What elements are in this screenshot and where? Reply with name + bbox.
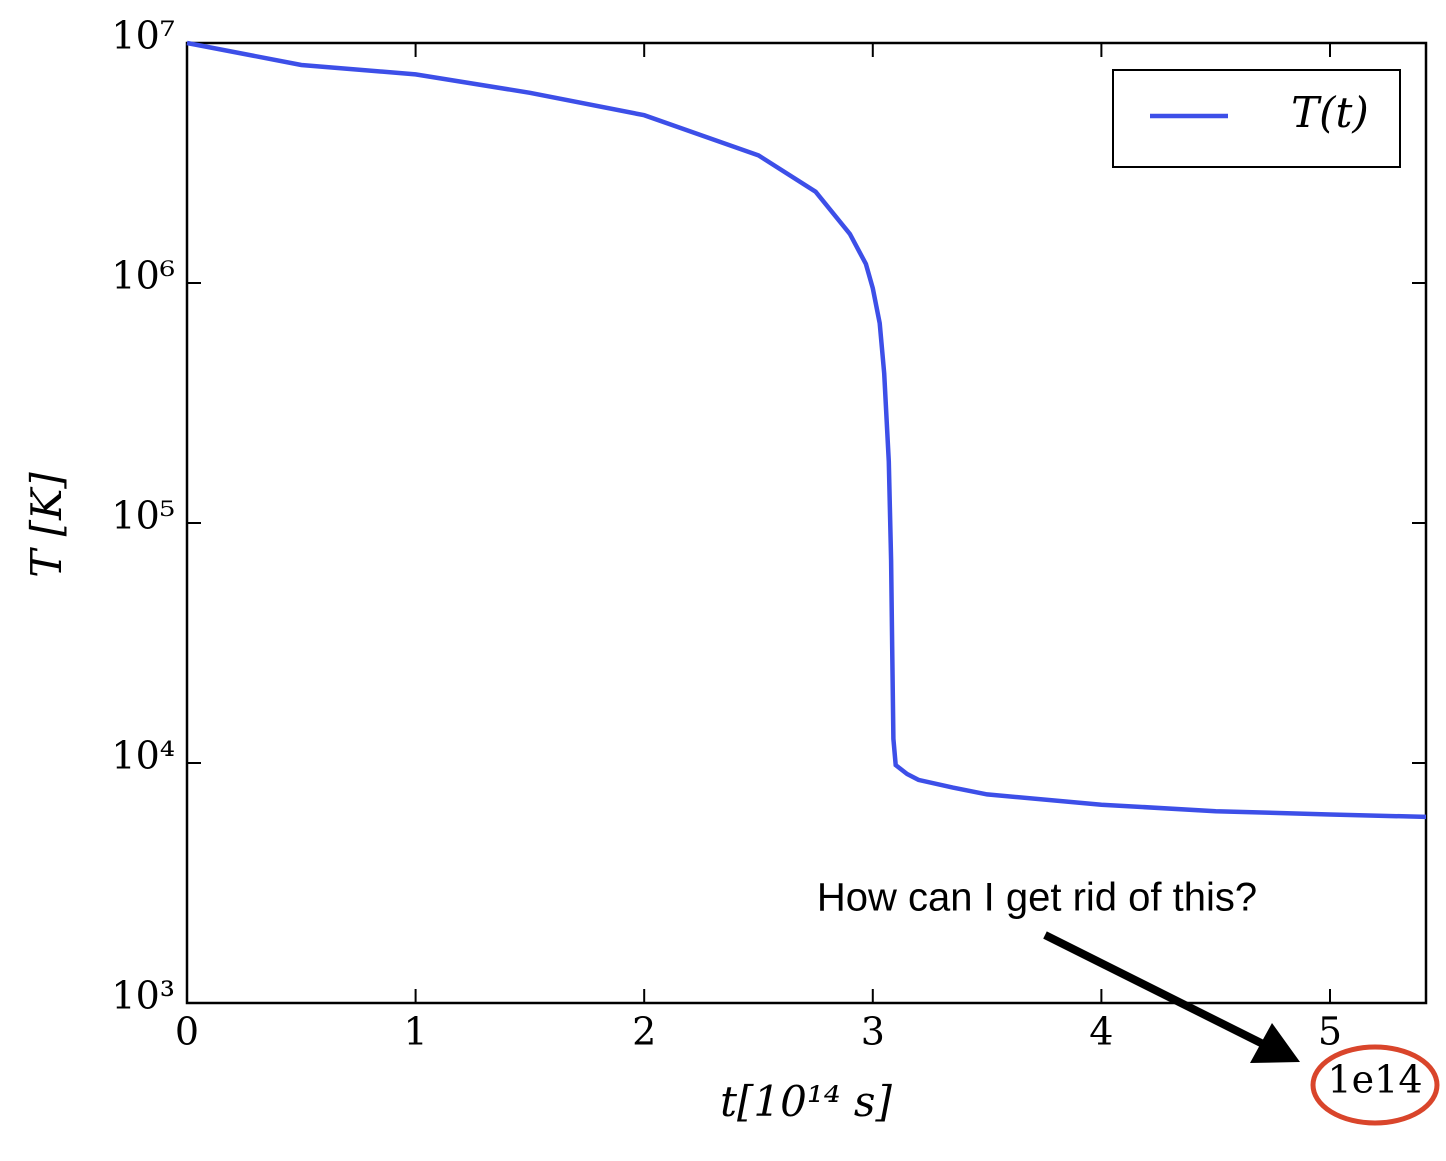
x-tick-label: 5 (1318, 1010, 1342, 1054)
data-line (186, 40, 1427, 820)
x-tick-label: 1 (404, 1010, 428, 1054)
y-tick-label: 10³ (111, 974, 175, 1018)
legend-box (1112, 69, 1401, 168)
y-axis-label: T [K] (22, 472, 71, 578)
x-tick-label: 0 (175, 1010, 199, 1054)
legend-label: T(t) (1291, 88, 1369, 137)
offset-text: 1e14 (1327, 1058, 1422, 1102)
arrow-shaft (1043, 931, 1267, 1049)
x-tick-label: 4 (1089, 1010, 1113, 1054)
y-tick-label: 10⁴ (111, 734, 175, 778)
x-tick-label: 3 (861, 1010, 885, 1054)
y-tick-label: 10⁷ (111, 14, 175, 58)
y-tick-label: 10⁶ (111, 254, 175, 298)
x-axis-label: t[10¹⁴ s] (720, 1077, 892, 1126)
x-tick-label: 2 (632, 1010, 656, 1054)
annotation: How can I get rid of this? (817, 876, 1257, 920)
arrow-head (1250, 1023, 1300, 1063)
y-tick-label: 10⁵ (111, 494, 175, 538)
highlight-ellipse (1310, 1044, 1440, 1126)
